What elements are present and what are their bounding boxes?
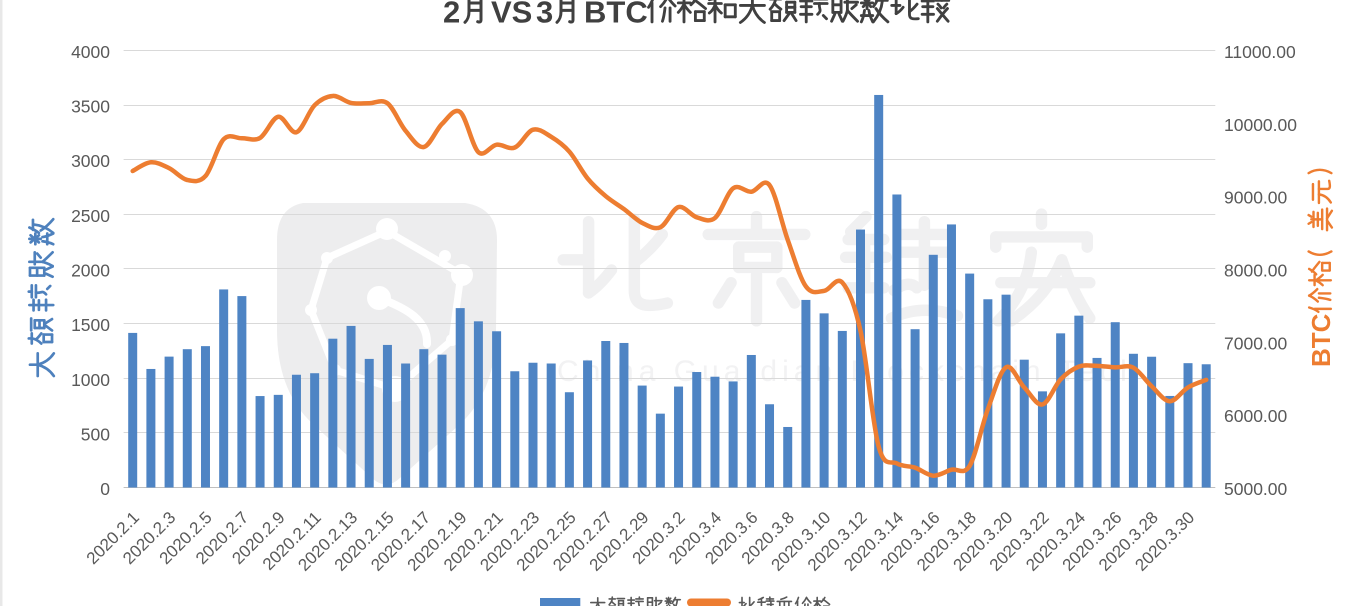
svg-text:6000.00: 6000.00 — [1224, 406, 1288, 426]
svg-text:China Guardian Blockchain Tech: China Guardian Blockchain Tech — [557, 355, 1142, 388]
svg-text:BTC: BTC — [1306, 313, 1336, 367]
svg-text:7000.00: 7000.00 — [1224, 333, 1288, 353]
svg-text:3: 3 — [536, 0, 553, 30]
svg-text:5000.00: 5000.00 — [1224, 479, 1288, 499]
svg-text:2500: 2500 — [71, 206, 110, 226]
svg-text:2: 2 — [443, 0, 460, 30]
svg-text:4000: 4000 — [71, 42, 110, 62]
svg-text:500: 500 — [81, 424, 110, 444]
svg-text:0: 0 — [100, 479, 110, 499]
svg-text:BTC: BTC — [584, 0, 648, 30]
svg-text:8000.00: 8000.00 — [1224, 261, 1288, 281]
svg-text:2000: 2000 — [71, 261, 110, 281]
svg-text:10000.00: 10000.00 — [1224, 115, 1297, 135]
svg-text:VS: VS — [491, 0, 532, 30]
svg-text:1500: 1500 — [71, 315, 110, 335]
svg-text:3000: 3000 — [71, 151, 110, 171]
svg-text:1000: 1000 — [71, 370, 110, 390]
svg-text:11000.00: 11000.00 — [1224, 42, 1296, 62]
svg-text:9000.00: 9000.00 — [1224, 188, 1288, 208]
svg-text:3500: 3500 — [71, 97, 110, 117]
